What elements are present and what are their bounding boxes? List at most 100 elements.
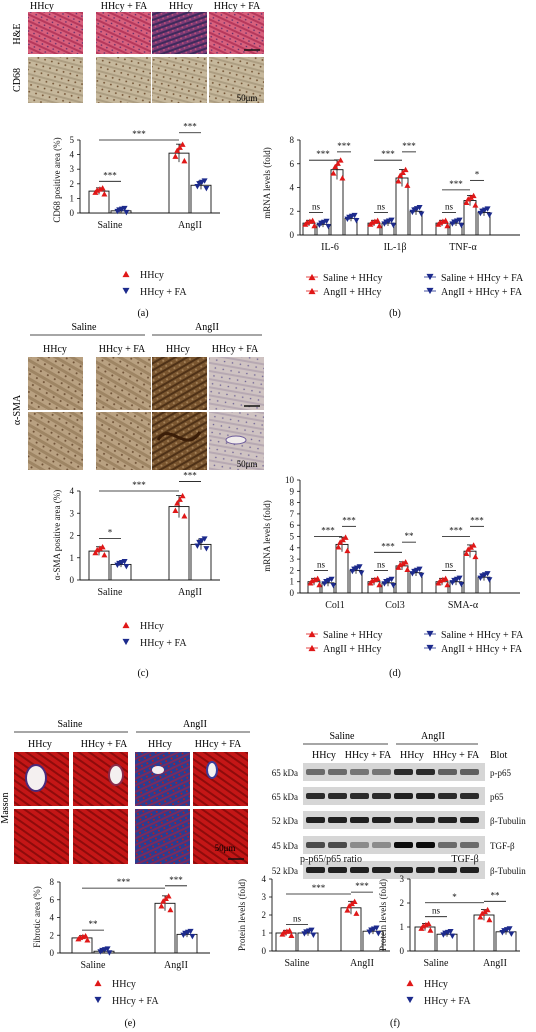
- red-triangle-up-icon: [435, 580, 442, 586]
- x-tick-label: Col3: [385, 600, 404, 611]
- blue-triangle-down-icon: [122, 638, 130, 646]
- blue-triangle-down-icon: [184, 929, 191, 936]
- legend-label: HHcy + FA: [140, 287, 187, 298]
- red-triangle-up-icon: [92, 549, 99, 556]
- micro-a-row-label: CD68: [12, 68, 23, 92]
- red-triangle-up-icon: [444, 581, 451, 588]
- blot-band: [372, 817, 391, 823]
- x-tick-label: IL-6: [321, 242, 339, 253]
- micrograph-image: [193, 809, 248, 864]
- red-triangle-up-icon: [422, 921, 429, 928]
- blot-band: [438, 769, 457, 775]
- red-triangle-up-icon: [367, 221, 374, 227]
- bar: [436, 933, 458, 952]
- blot-band: [394, 793, 413, 799]
- blue-triangle-down-icon: [449, 580, 456, 586]
- y-tick-label: 7: [290, 509, 295, 519]
- x-tick-label: Saline: [424, 958, 450, 969]
- blot-band: [460, 867, 479, 873]
- y-tick-label: 0: [262, 946, 267, 956]
- y-tick-label: 6: [290, 159, 295, 169]
- legend-label: Saline + HHcy: [323, 273, 383, 284]
- red-triangle-up-icon: [332, 163, 339, 170]
- significance-label: ***: [103, 170, 117, 180]
- micro-a-header: HHcy + FA: [101, 1, 148, 12]
- significance-label: *: [475, 169, 480, 179]
- red-triangle-up-icon: [467, 194, 474, 200]
- blot-band: [350, 867, 369, 873]
- legend-label: HHcy + FA: [112, 996, 159, 1007]
- blot-band: [438, 842, 457, 848]
- blue-triangle-down-icon: [180, 932, 187, 938]
- red-triangle-up-icon: [427, 927, 434, 933]
- red-triangle-up-icon: [439, 576, 446, 583]
- blot-band: [328, 842, 347, 848]
- red-triangle-up-icon: [179, 492, 186, 499]
- blot-group-label: Saline: [330, 731, 356, 742]
- red-triangle-up-icon: [479, 910, 486, 916]
- micro-a-header: HHcy: [30, 1, 54, 12]
- y-tick-label: 5: [70, 135, 75, 145]
- blot-band: [460, 769, 479, 775]
- blue-triangle-down-icon: [201, 536, 208, 542]
- red-triangle-up-icon: [376, 581, 383, 588]
- blot-band: [328, 867, 347, 873]
- red-triangle-up-icon: [337, 157, 344, 163]
- significance-label: ns: [377, 559, 386, 569]
- blue-triangle-down-icon: [390, 222, 397, 229]
- blot-band: [328, 793, 347, 799]
- red-triangle-up-icon: [96, 545, 103, 551]
- micrograph-image: [28, 12, 83, 54]
- red-triangle-up-icon: [122, 621, 130, 629]
- blot-band: [372, 867, 391, 873]
- significance-label: *: [108, 528, 113, 538]
- significance-label: ***: [381, 149, 395, 159]
- red-triangle-up-icon: [465, 546, 472, 552]
- blue-triangle-down-icon: [366, 929, 373, 935]
- y-tick-label: 2: [50, 930, 55, 940]
- blot-band: [372, 842, 391, 848]
- red-triangle-up-icon: [397, 172, 404, 178]
- y-tick-label: 0: [70, 575, 75, 585]
- blue-triangle-down-icon: [418, 211, 425, 217]
- blue-triangle-down-icon: [426, 630, 434, 638]
- blot-protein-label: β-Tubulin: [490, 816, 526, 826]
- red-triangle-up-icon: [158, 903, 165, 909]
- significance-label: ***: [183, 471, 197, 481]
- red-triangle-up-icon: [306, 218, 313, 224]
- blot-label: Blot: [490, 750, 507, 761]
- legend-label: Saline + HHcy: [323, 630, 383, 641]
- scale-bar-label: 50μm: [215, 843, 236, 853]
- y-tick-label: 2: [290, 565, 295, 575]
- significance-label: ***: [470, 515, 484, 525]
- blue-triangle-down-icon: [97, 949, 104, 955]
- legend-label: HHcy: [140, 270, 164, 281]
- x-tick-label: TNF-α: [449, 242, 477, 253]
- red-triangle-up-icon: [477, 914, 484, 920]
- blue-triangle-down-icon: [418, 572, 425, 579]
- blot-band: [306, 817, 325, 823]
- blue-triangle-down-icon: [320, 219, 327, 226]
- blue-triangle-down-icon: [101, 947, 108, 953]
- blue-triangle-down-icon: [358, 570, 365, 576]
- blue-triangle-down-icon: [499, 930, 506, 936]
- y-tick-label: 1: [70, 553, 75, 563]
- blue-triangle-down-icon: [348, 213, 355, 220]
- chart-a: 0 1 2 3 4 5 CD68 positive area (%) Saline AngII *…: [52, 122, 220, 231]
- micro-e-header: HHcy + FA: [81, 739, 128, 750]
- blue-triangle-down-icon: [122, 287, 130, 295]
- red-triangle-up-icon: [402, 166, 409, 173]
- y-tick-label: 8: [290, 135, 295, 145]
- blot-band: [460, 817, 479, 823]
- red-triangle-up-icon: [283, 928, 290, 934]
- x-tick-label: Col1: [325, 600, 344, 611]
- y-tick-label: 4: [70, 150, 75, 160]
- x-tick-label: Saline: [98, 587, 124, 598]
- significance-label: ***: [321, 526, 335, 536]
- legend-label: AngII + HHcy + FA: [441, 287, 523, 298]
- significance-label: ***: [169, 875, 183, 885]
- chart-f2: 0 1 2 3 Protein levels (fold) TGF-β Saline AngI…: [378, 854, 520, 969]
- y-tick-label: 0: [50, 948, 55, 958]
